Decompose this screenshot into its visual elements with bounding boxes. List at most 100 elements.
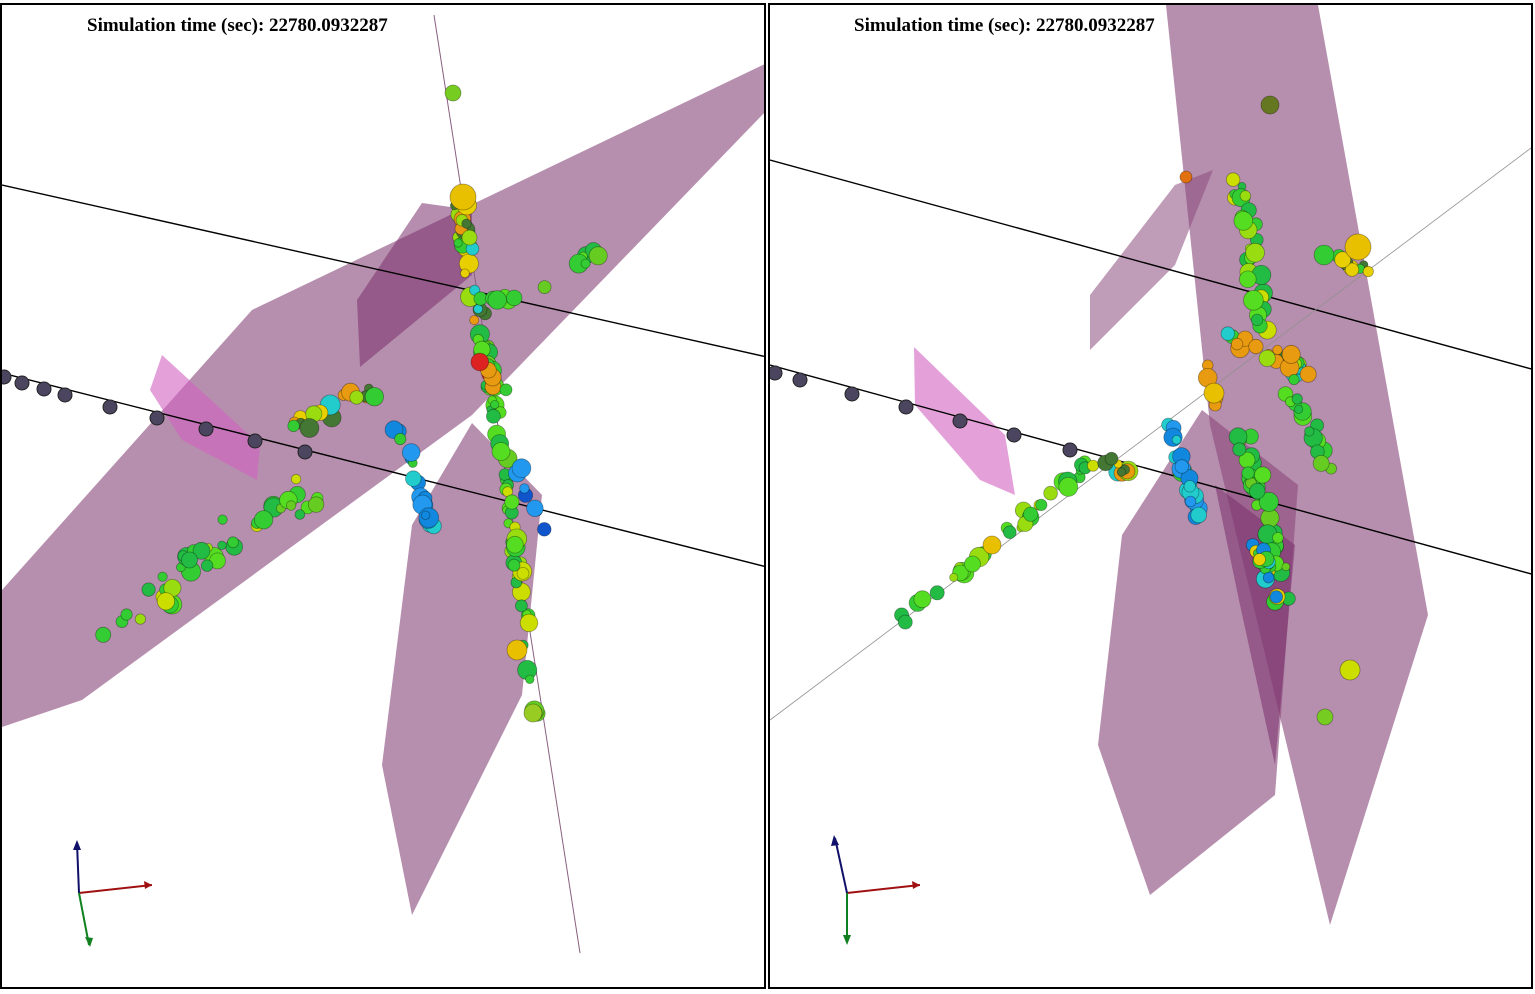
event-sphere: [485, 408, 501, 424]
event-sphere: [1262, 572, 1275, 584]
event-sphere: [157, 571, 168, 582]
event-sphere: [1334, 251, 1352, 269]
well-stage-marker: [952, 413, 968, 429]
event-sphere: [1304, 426, 1315, 437]
well-stage-marker: [2, 369, 12, 385]
fracture-plane: [382, 423, 542, 915]
event-sphere: [307, 496, 325, 513]
event-sphere: [1339, 659, 1361, 681]
scene-3d-left[interactable]: [2, 5, 764, 987]
viewport-left[interactable]: Simulation time (sec): 22780.0932287: [0, 3, 766, 989]
event-sphere: [1233, 211, 1254, 231]
well-line: [2, 184, 764, 358]
event-sphere: [506, 639, 528, 661]
event-sphere: [515, 599, 528, 613]
event-sphere: [192, 541, 211, 560]
well-stage-marker: [14, 375, 30, 391]
well-stage-marker: [898, 399, 914, 415]
event-sphere: [929, 585, 945, 601]
event-sphere: [1344, 233, 1372, 261]
well-line: [770, 364, 1531, 575]
event-sphere: [285, 500, 297, 511]
event-sphere: [473, 304, 484, 314]
well-stage-marker: [102, 399, 118, 415]
event-sphere: [519, 613, 539, 633]
event-sphere: [1344, 262, 1360, 277]
event-sphere: [299, 418, 320, 438]
event-sphere: [523, 703, 543, 723]
well-markers: [770, 365, 1078, 458]
event-sphere: [469, 315, 480, 326]
event-sphere: [519, 483, 530, 494]
event-sphere: [1312, 454, 1330, 472]
event-sphere: [294, 509, 306, 520]
event-sphere: [254, 510, 274, 530]
well-stage-marker: [36, 381, 52, 397]
event-sphere: [1245, 242, 1265, 263]
event-sphere: [405, 470, 422, 487]
event-sphere: [444, 84, 462, 102]
event-sphere: [537, 280, 552, 295]
event-sphere: [217, 514, 228, 525]
event-sphere: [507, 558, 521, 572]
viewport-right[interactable]: Simulation time (sec): 22780.0932287: [768, 3, 1533, 989]
event-sphere: [1288, 373, 1300, 386]
well-line: [2, 372, 764, 567]
well-stage-marker: [297, 444, 313, 460]
event-sphere: [504, 494, 520, 510]
event-sphere: [349, 390, 364, 405]
well-markers: [2, 369, 313, 460]
event-sphere: [453, 238, 463, 248]
event-sphere: [1362, 265, 1374, 278]
event-sphere: [181, 551, 198, 569]
event-sphere: [490, 399, 500, 410]
event-sphere: [420, 510, 431, 521]
event-sphere: [1258, 349, 1276, 367]
event-sphere: [1104, 451, 1119, 466]
simulation-time-label: Simulation time (sec): 22780.0932287: [87, 15, 388, 36]
well-stage-marker: [247, 433, 263, 449]
event-sphere: [487, 290, 507, 310]
event-sphere: [1299, 365, 1317, 383]
event-sphere: [1291, 393, 1303, 405]
event-sphere: [1241, 466, 1255, 480]
event-sphere: [1179, 170, 1193, 184]
event-sphere: [588, 246, 608, 266]
event-sphere: [525, 674, 535, 685]
event-sphere: [1058, 476, 1079, 497]
well-stage-marker: [57, 387, 73, 403]
event-sphere: [120, 608, 133, 621]
event-sphere: [470, 352, 490, 372]
event-sphere: [95, 626, 112, 643]
event-sphere: [1043, 485, 1058, 501]
well-stage-marker: [1006, 427, 1022, 443]
well-stage-marker: [1062, 442, 1078, 458]
event-sphere: [580, 258, 591, 269]
event-sphere: [1035, 498, 1048, 511]
fracture-plane: [357, 203, 472, 367]
event-sphere: [506, 289, 523, 307]
fracture-plane: [1166, 5, 1428, 925]
simulation-time-label: Simulation time (sec): 22780.0932287: [854, 15, 1155, 36]
event-sphere: [1281, 562, 1291, 572]
event-sphere: [491, 442, 511, 461]
event-sphere: [1174, 459, 1190, 474]
event-sphere: [949, 572, 959, 582]
event-sphere: [1269, 590, 1284, 604]
well-stage-marker: [198, 421, 214, 437]
scene-3d-right[interactable]: [770, 5, 1531, 987]
event-sphere: [469, 284, 481, 296]
event-spheres: [95, 84, 608, 723]
event-sphere: [1281, 344, 1301, 364]
event-sphere: [290, 473, 302, 485]
well-stage-marker: [770, 365, 783, 381]
event-sphere: [156, 592, 175, 611]
event-sphere: [1243, 289, 1264, 311]
event-spheres: [894, 95, 1374, 726]
event-sphere: [460, 268, 470, 279]
fracture-plane: [150, 355, 260, 480]
event-sphere: [1116, 467, 1127, 477]
axis-triad-icon: [73, 840, 153, 947]
fracture-plane: [1090, 170, 1213, 350]
event-sphere: [1238, 270, 1257, 289]
